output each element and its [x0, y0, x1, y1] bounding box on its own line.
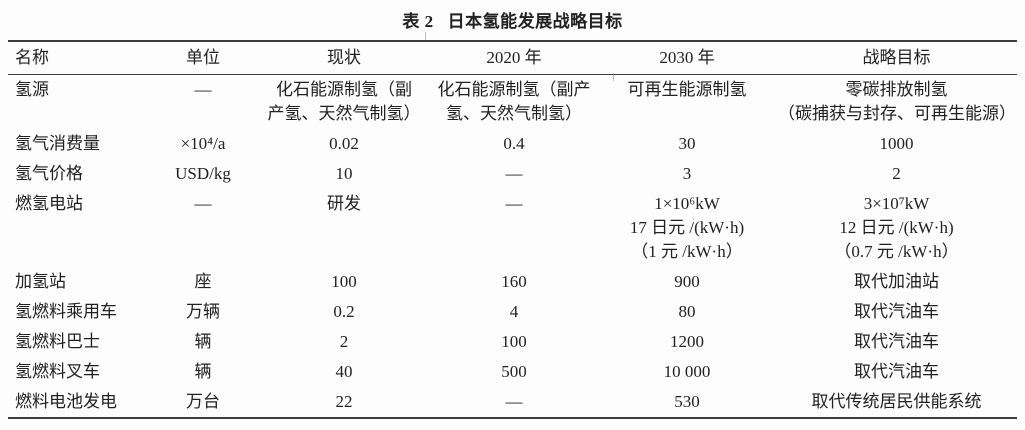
- value-cell: 研发: [327, 194, 361, 213]
- col-header-strategy: 战略目标: [776, 41, 1017, 75]
- col-header-unit: 单位: [148, 41, 258, 75]
- value-cell: —: [505, 164, 523, 183]
- value-cell: 取代汽油车: [854, 302, 939, 321]
- table-row: 氢气价格 USD/kg 10 — 3 2: [8, 159, 1017, 189]
- col-header-2030: 2030 年: [598, 41, 776, 75]
- table-row: 加氢站 座 100 160 900 取代加油站: [8, 267, 1017, 297]
- table-row: 燃氢电站 — 研发 — 1×10⁶kW 17 日元 /(kW·h) （1 元 /kW·h…: [8, 189, 1017, 267]
- scan-artifact-tick: [613, 73, 614, 81]
- header-row: 名称 单位 现状 2020 年 2030 年 战略目标: [8, 41, 1017, 75]
- value-cell: 2: [892, 164, 901, 183]
- value-cell: 22: [335, 392, 353, 411]
- value-cell: 辆: [194, 362, 212, 381]
- value-cell: 0.02: [329, 134, 359, 153]
- value-cell: 辆: [194, 332, 212, 351]
- value-cell: 80: [678, 302, 696, 321]
- value-cell: 零碳排放制氢 （碳捕获与封存、可再生能源）: [778, 80, 1016, 123]
- value-cell: 0.2: [333, 302, 355, 321]
- value-cell: 3: [682, 164, 692, 183]
- row-name-cell: 氢气消费量: [15, 134, 100, 153]
- table-row: 氢燃料巴士 辆 2 100 1200 取代汽油车: [8, 327, 1017, 357]
- value-cell: 座: [194, 272, 212, 291]
- value-cell: 万辆: [186, 302, 220, 321]
- strategy-table: 名称 单位 现状 2020 年 2030 年 战略目标 氢源 — 化石能源制氢（副 …: [8, 40, 1017, 419]
- row-name-cell: 燃氢电站: [15, 194, 83, 213]
- value-cell: 1200: [670, 332, 704, 351]
- table-number: 表 2: [402, 12, 434, 31]
- value-cell: 1×10⁶kW 17 日元 /(kW·h) （1 元 /kW·h）: [629, 194, 745, 261]
- row-name-cell: 氢气价格: [15, 164, 83, 183]
- value-cell: —: [194, 80, 212, 99]
- value-cell: 900: [674, 272, 700, 291]
- value-cell: USD/kg: [175, 164, 231, 183]
- value-cell: 取代汽油车: [854, 362, 939, 381]
- value-cell: 100: [501, 332, 527, 351]
- col-header-status: 现状: [258, 41, 430, 75]
- table-body: 氢源 — 化石能源制氢（副 产氢、天然气制氢） 化石能源制氢（副产 氢、天然气制氢） 可…: [8, 75, 1017, 419]
- value-cell: 万台: [186, 392, 220, 411]
- value-cell: 1000: [879, 134, 914, 153]
- value-cell: 10 000: [663, 362, 711, 381]
- value-cell: 取代加油站: [854, 272, 939, 291]
- table-header: 名称 单位 现状 2020 年 2030 年 战略目标: [8, 41, 1017, 75]
- value-cell: 2: [339, 332, 349, 351]
- value-cell: 40: [335, 362, 353, 381]
- row-name-cell: 氢源: [15, 80, 49, 99]
- value-cell: —: [194, 194, 212, 213]
- row-name-cell: 燃料电池发电: [15, 392, 117, 411]
- value-cell: 0.4: [503, 134, 525, 153]
- value-cell: 4: [509, 302, 519, 321]
- row-name-cell: 加氢站: [15, 272, 66, 291]
- value-cell: ×10⁴/a: [180, 134, 226, 153]
- table-row: 氢源 — 化石能源制氢（副 产氢、天然气制氢） 化石能源制氢（副产 氢、天然气制氢） 可…: [8, 75, 1017, 130]
- value-cell: —: [505, 392, 523, 411]
- value-cell: 30: [678, 134, 696, 153]
- row-name-cell: 氢燃料叉车: [15, 362, 100, 381]
- value-cell: 取代传统居民供能系统: [811, 392, 982, 411]
- value-cell: 化石能源制氢（副 产氢、天然气制氢）: [267, 80, 421, 123]
- value-cell: 160: [501, 272, 527, 291]
- row-name-cell: 氢燃料巴士: [15, 332, 100, 351]
- table-row: 氢气消费量 ×10⁴/a 0.02 0.4 30 1000: [8, 129, 1017, 159]
- value-cell: 可再生能源制氢: [627, 80, 747, 99]
- col-header-name: 名称: [8, 41, 148, 75]
- table-row: 氢燃料乘用车 万辆 0.2 4 80 取代汽油车: [8, 297, 1017, 327]
- value-cell: 100: [331, 272, 357, 291]
- row-name-cell: 氢燃料乘用车: [15, 302, 117, 321]
- value-cell: 取代汽油车: [854, 332, 939, 351]
- value-cell: 500: [501, 362, 527, 381]
- table-title-text: 日本氢能发展战略目标: [447, 12, 623, 31]
- value-cell: —: [505, 194, 523, 213]
- col-header-2020: 2020 年: [430, 41, 598, 75]
- table-row: 燃料电池发电 万台 22 — 530 取代传统居民供能系统: [8, 387, 1017, 418]
- table-caption: 表 2 日本氢能发展战略目标: [0, 0, 1025, 32]
- value-cell: 530: [674, 392, 700, 411]
- table-row: 氢燃料叉车 辆 40 500 10 000 取代汽油车: [8, 357, 1017, 387]
- value-cell: 3×10⁷kW 12 日元 /(kW·h) （0.7 元 /kW·h）: [834, 194, 959, 261]
- value-cell: 化石能源制氢（副产 氢、天然气制氢）: [437, 80, 591, 123]
- scan-artifact-tick: [425, 32, 426, 40]
- value-cell: 10: [335, 164, 353, 183]
